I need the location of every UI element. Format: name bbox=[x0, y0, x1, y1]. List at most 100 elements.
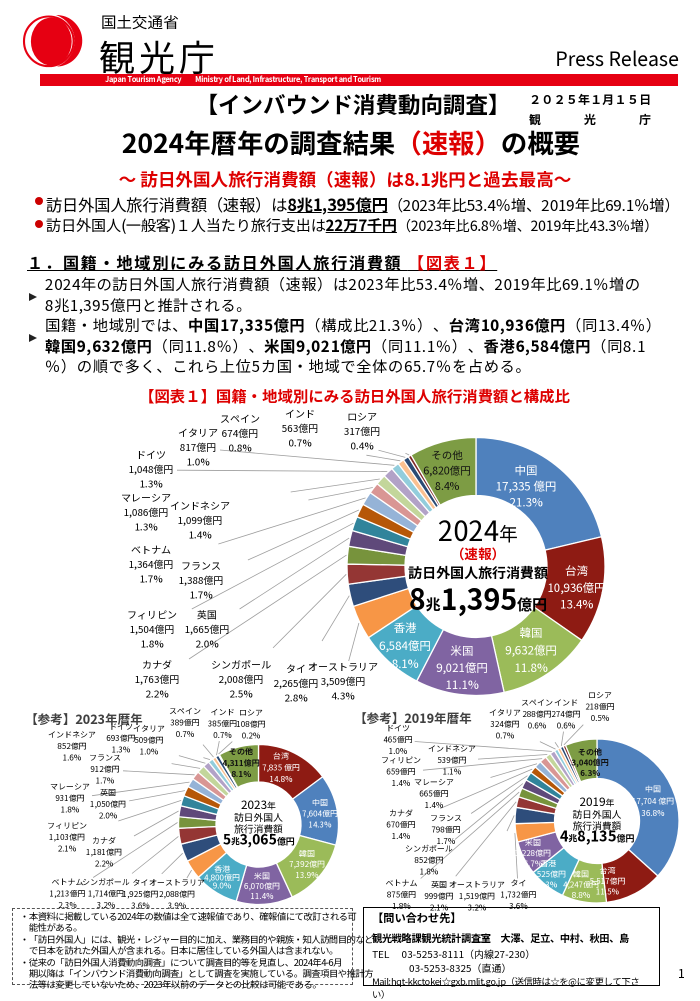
svg-text:11.1%: 11.1% bbox=[446, 677, 479, 693]
svg-text:2.5%: 2.5% bbox=[229, 686, 252, 701]
svg-text:931億円: 931億円 bbox=[55, 793, 85, 804]
svg-text:2.2%: 2.2% bbox=[95, 858, 113, 869]
svg-text:2,008億円: 2,008億円 bbox=[219, 671, 264, 686]
svg-text:1.0%: 1.0% bbox=[389, 746, 407, 757]
svg-text:1.8%: 1.8% bbox=[140, 636, 163, 651]
svg-text:3.2%: 3.2% bbox=[97, 900, 115, 911]
svg-text:1.7%: 1.7% bbox=[437, 836, 455, 847]
svg-text:385億円: 385億円 bbox=[208, 719, 238, 730]
svg-text:3.9%: 3.9% bbox=[168, 900, 186, 911]
svg-text:旅行消費額: 旅行消費額 bbox=[573, 819, 622, 833]
svg-text:米国: 米国 bbox=[451, 643, 474, 659]
svg-text:訪日外国人: 訪日外国人 bbox=[573, 807, 622, 821]
svg-text:1.8%: 1.8% bbox=[392, 901, 410, 912]
svg-text:ベトナム: ベトナム bbox=[386, 878, 418, 889]
svg-text:17,704 億円: 17,704 億円 bbox=[632, 796, 675, 807]
svg-text:7.3%: 7.3% bbox=[538, 880, 557, 891]
svg-text:659億円: 659億円 bbox=[386, 767, 416, 778]
svg-text:ベトナム: ベトナム bbox=[131, 541, 171, 556]
svg-text:7,604億円: 7,604億円 bbox=[301, 809, 339, 820]
svg-text:3,509億円: 3,509億円 bbox=[321, 673, 366, 688]
svg-text:台湾: 台湾 bbox=[600, 866, 616, 877]
svg-text:中国: 中国 bbox=[312, 798, 329, 809]
svg-text:665億円: 665億円 bbox=[419, 789, 449, 800]
svg-text:693億円: 693億円 bbox=[106, 733, 136, 744]
svg-text:カナダ: カナダ bbox=[389, 808, 413, 819]
svg-text:3.6%: 3.6% bbox=[509, 901, 527, 912]
svg-text:0.7%: 0.7% bbox=[176, 729, 194, 740]
svg-text:670億円: 670億円 bbox=[386, 820, 416, 831]
svg-text:1,213億円: 1,213億円 bbox=[50, 889, 87, 900]
svg-text:2023年: 2023年 bbox=[241, 796, 277, 813]
svg-text:その他: その他 bbox=[229, 747, 253, 758]
svg-text:2.0%: 2.0% bbox=[195, 636, 218, 651]
svg-text:1.4%: 1.4% bbox=[425, 800, 443, 811]
svg-text:その他: その他 bbox=[578, 747, 602, 758]
svg-text:6.3%: 6.3% bbox=[580, 768, 600, 779]
svg-text:香港: 香港 bbox=[394, 620, 417, 636]
svg-text:1,519億円: 1,519億円 bbox=[459, 891, 496, 902]
svg-text:6,584億円: 6,584億円 bbox=[379, 638, 431, 654]
svg-text:1.3%: 1.3% bbox=[139, 476, 162, 491]
svg-text:タイ: タイ bbox=[511, 878, 527, 889]
svg-text:タイ: タイ bbox=[286, 660, 306, 675]
svg-text:5,517億円: 5,517億円 bbox=[590, 876, 627, 887]
svg-text:3.6%: 3.6% bbox=[131, 900, 149, 911]
svg-text:8.1%: 8.1% bbox=[392, 656, 419, 672]
svg-text:1.4%: 1.4% bbox=[392, 778, 410, 789]
svg-text:1.0%: 1.0% bbox=[140, 746, 158, 757]
svg-text:ドイツ: ドイツ bbox=[136, 446, 166, 461]
svg-text:1,364億円: 1,364億円 bbox=[129, 556, 174, 571]
svg-text:0.7%: 0.7% bbox=[213, 730, 231, 741]
svg-text:インドネシア: インドネシア bbox=[428, 744, 476, 755]
svg-text:中国: 中国 bbox=[645, 784, 662, 795]
svg-text:2.2%: 2.2% bbox=[145, 686, 168, 701]
svg-text:1,925億円: 1,925億円 bbox=[123, 889, 160, 900]
svg-text:インド: インド bbox=[554, 698, 578, 709]
svg-text:4,800億円: 4,800億円 bbox=[204, 872, 241, 883]
svg-text:674億円: 674億円 bbox=[222, 425, 259, 440]
svg-text:4兆8,135億円: 4兆8,135億円 bbox=[560, 826, 635, 847]
svg-text:イタリア: イタリア bbox=[489, 708, 521, 719]
svg-text:7,392億円: 7,392億円 bbox=[288, 859, 326, 870]
svg-text:389億円: 389億円 bbox=[170, 718, 200, 729]
svg-text:9.0%: 9.0% bbox=[213, 881, 231, 892]
svg-text:カナダ: カナダ bbox=[92, 836, 116, 847]
svg-text:11.5%: 11.5% bbox=[596, 887, 619, 898]
svg-text:イタリア: イタリア bbox=[133, 724, 165, 735]
svg-text:インド: インド bbox=[285, 408, 315, 420]
svg-text:1.8%: 1.8% bbox=[420, 866, 438, 877]
svg-text:米国: 米国 bbox=[524, 838, 542, 849]
svg-text:シンガポール: シンガポール bbox=[211, 656, 272, 671]
svg-text:ベトナム: ベトナム bbox=[52, 877, 84, 888]
svg-text:オーストラリア: オーストラリア bbox=[449, 880, 505, 891]
svg-text:317億円: 317億円 bbox=[344, 423, 381, 438]
svg-text:2.0%: 2.0% bbox=[99, 810, 117, 821]
svg-text:マレーシア: マレーシア bbox=[50, 782, 90, 793]
svg-text:ロシア: ロシア bbox=[347, 408, 377, 423]
svg-text:1.8%: 1.8% bbox=[61, 804, 79, 815]
svg-text:フィリピン: フィリピン bbox=[127, 606, 177, 621]
svg-text:スペイン: スペイン bbox=[521, 698, 553, 709]
svg-text:フランス: フランス bbox=[89, 753, 121, 764]
svg-text:2024年: 2024年 bbox=[438, 509, 518, 549]
svg-text:13.9%: 13.9% bbox=[296, 870, 319, 881]
svg-text:1,099億円: 1,099億円 bbox=[178, 512, 223, 527]
svg-text:インドネシア: インドネシア bbox=[48, 730, 96, 741]
svg-text:8.8%: 8.8% bbox=[572, 890, 590, 901]
svg-text:539億円: 539億円 bbox=[437, 755, 467, 766]
svg-text:オーストラリア: オーストラリア bbox=[308, 658, 378, 673]
svg-text:スペイン: スペイン bbox=[220, 410, 260, 425]
svg-text:1.3%: 1.3% bbox=[134, 519, 157, 534]
svg-text:マレーシア: マレーシア bbox=[121, 489, 171, 504]
svg-text:1,048億円: 1,048億円 bbox=[129, 461, 174, 476]
svg-text:11.4%: 11.4% bbox=[251, 891, 274, 902]
svg-text:旅行消費額: 旅行消費額 bbox=[234, 822, 283, 836]
svg-text:7,835 億円: 7,835 億円 bbox=[261, 763, 301, 774]
svg-text:21.3%: 21.3% bbox=[510, 495, 543, 511]
svg-text:カナダ: カナダ bbox=[142, 656, 172, 671]
svg-text:1,181億円: 1,181億円 bbox=[86, 847, 123, 858]
svg-text:1,050億円: 1,050億円 bbox=[90, 799, 127, 810]
svg-text:0.6%: 0.6% bbox=[557, 720, 575, 731]
svg-text:ロシア: ロシア bbox=[588, 690, 612, 701]
